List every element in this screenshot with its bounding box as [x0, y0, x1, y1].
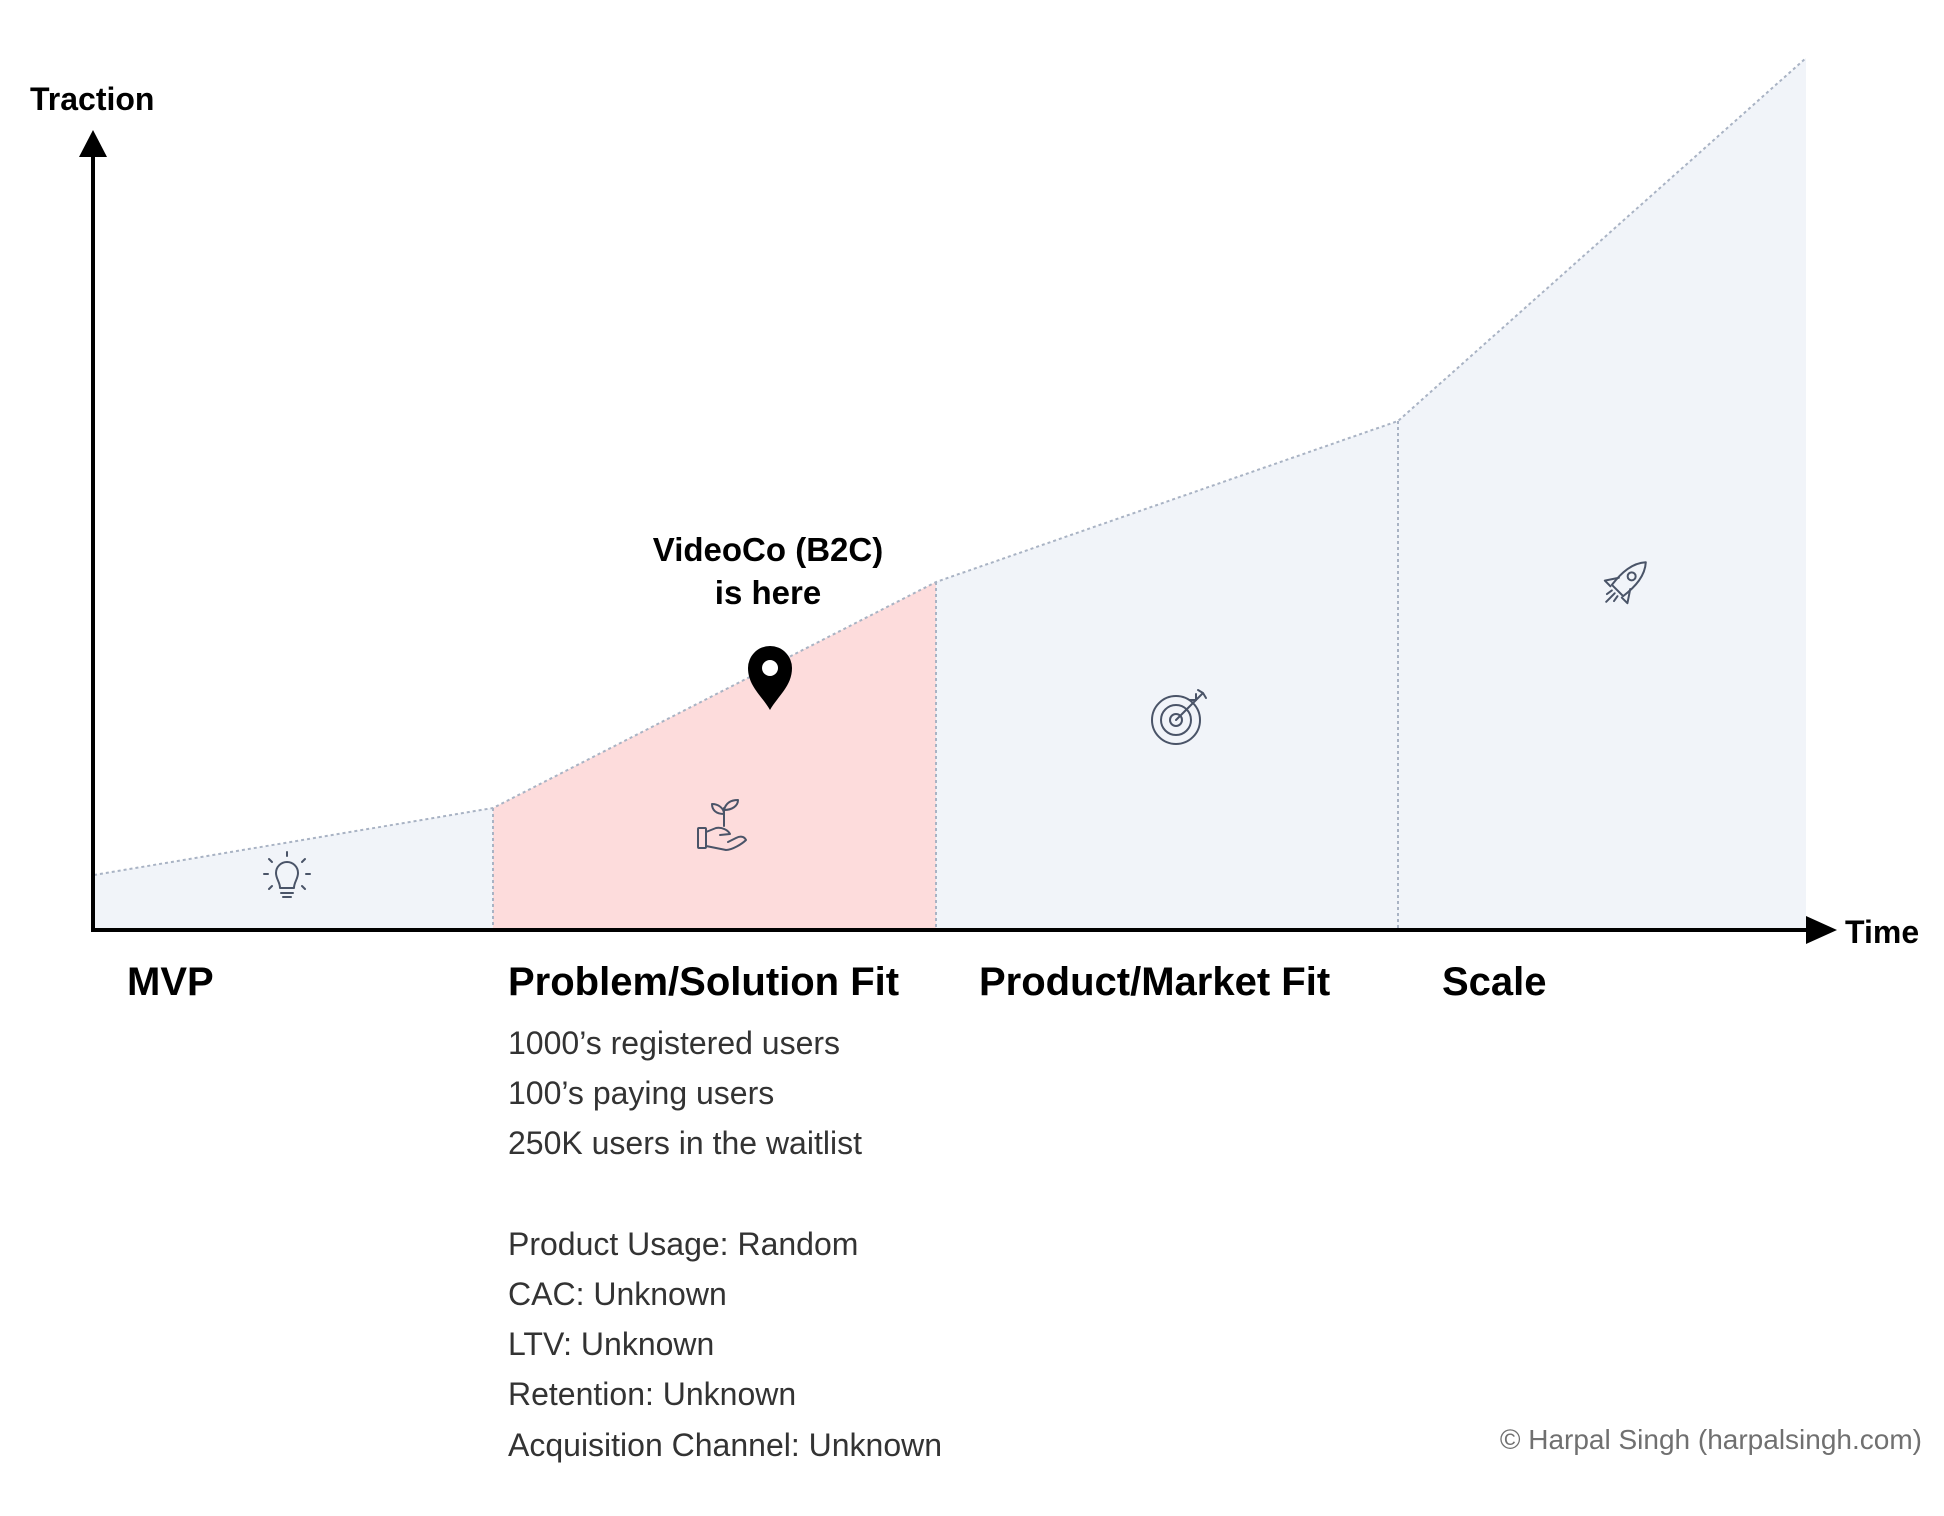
metric-product-usage: Product Usage: Random [508, 1225, 859, 1262]
map-pin-icon [748, 646, 792, 710]
hand-sprout-icon [697, 799, 747, 851]
metric-spacer [508, 1169, 942, 1219]
metric-registered-users: 1000’s registered users [508, 1025, 841, 1061]
stage-area-scale [1398, 58, 1806, 930]
metric-cac: CAC: Unknown [508, 1275, 727, 1312]
stage-title-scale: Scale [1442, 960, 1547, 1004]
marker-label-line1: VideoCo (B2C) [653, 531, 883, 568]
x-axis-label: Time [1845, 914, 1919, 950]
metric-ltv: LTV: Unknown [508, 1326, 715, 1363]
y-axis-arrow [79, 130, 107, 157]
copyright-notice: © Harpal Singh (harpalsingh.com) [1499, 1424, 1922, 1455]
marker-label-line2: is here [715, 574, 821, 611]
rocket-icon [1603, 561, 1647, 605]
metric-retention: Retention: Unknown [508, 1376, 797, 1413]
y-axis-label: Traction [30, 81, 154, 117]
target-arrow-icon [1151, 689, 1207, 745]
stage-area-product-market [936, 421, 1398, 930]
metric-acquisition-channel: Acquisition Channel: Unknown [508, 1426, 943, 1463]
metrics-list: 1000’s registered users 100’s paying use… [508, 1018, 942, 1470]
metric-paying-users: 100’s paying users [508, 1075, 775, 1112]
metric-waitlist-users: 250K users in the waitlist [508, 1125, 862, 1162]
stage-title-problem-solution-fit: Problem/Solution Fit [508, 960, 900, 1004]
x-axis-arrow [1806, 916, 1837, 944]
stage-area-mvp [94, 808, 493, 930]
stage-title-product-market-fit: Product/Market Fit [979, 960, 1331, 1004]
stage-title-mvp: MVP [127, 960, 214, 1004]
stage-area-problem-solution [493, 582, 936, 930]
lightbulb-icon [263, 851, 311, 898]
